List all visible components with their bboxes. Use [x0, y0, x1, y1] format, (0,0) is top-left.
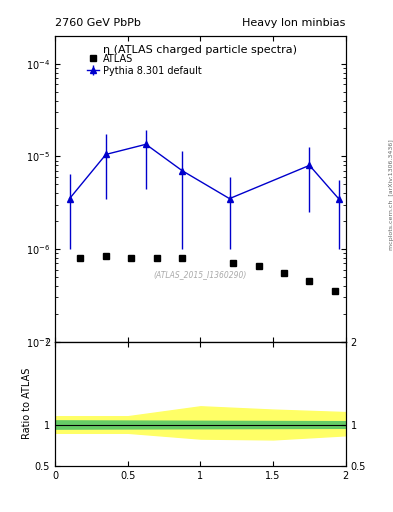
- Text: mcplots.cern.ch  [arXiv:1306.3436]: mcplots.cern.ch [arXiv:1306.3436]: [389, 139, 393, 250]
- ATLAS: [180, 255, 185, 261]
- Text: (ATLAS_2015_I1360290): (ATLAS_2015_I1360290): [154, 270, 247, 279]
- ATLAS: [231, 260, 235, 266]
- ATLAS: [154, 255, 159, 261]
- Y-axis label: Ratio to ATLAS: Ratio to ATLAS: [22, 368, 32, 439]
- ATLAS: [282, 270, 286, 276]
- Legend: ATLAS, Pythia 8.301 default: ATLAS, Pythia 8.301 default: [83, 50, 205, 79]
- Line: ATLAS: ATLAS: [78, 253, 338, 294]
- Text: 2760 GeV PbPb: 2760 GeV PbPb: [55, 18, 141, 28]
- ATLAS: [129, 255, 134, 261]
- ATLAS: [78, 255, 83, 261]
- ATLAS: [256, 263, 261, 269]
- Text: Heavy Ion minbias: Heavy Ion minbias: [242, 18, 346, 28]
- ATLAS: [104, 252, 108, 259]
- Text: η (ATLAS charged particle spectra): η (ATLAS charged particle spectra): [103, 45, 298, 55]
- ATLAS: [307, 278, 312, 284]
- ATLAS: [332, 288, 337, 294]
